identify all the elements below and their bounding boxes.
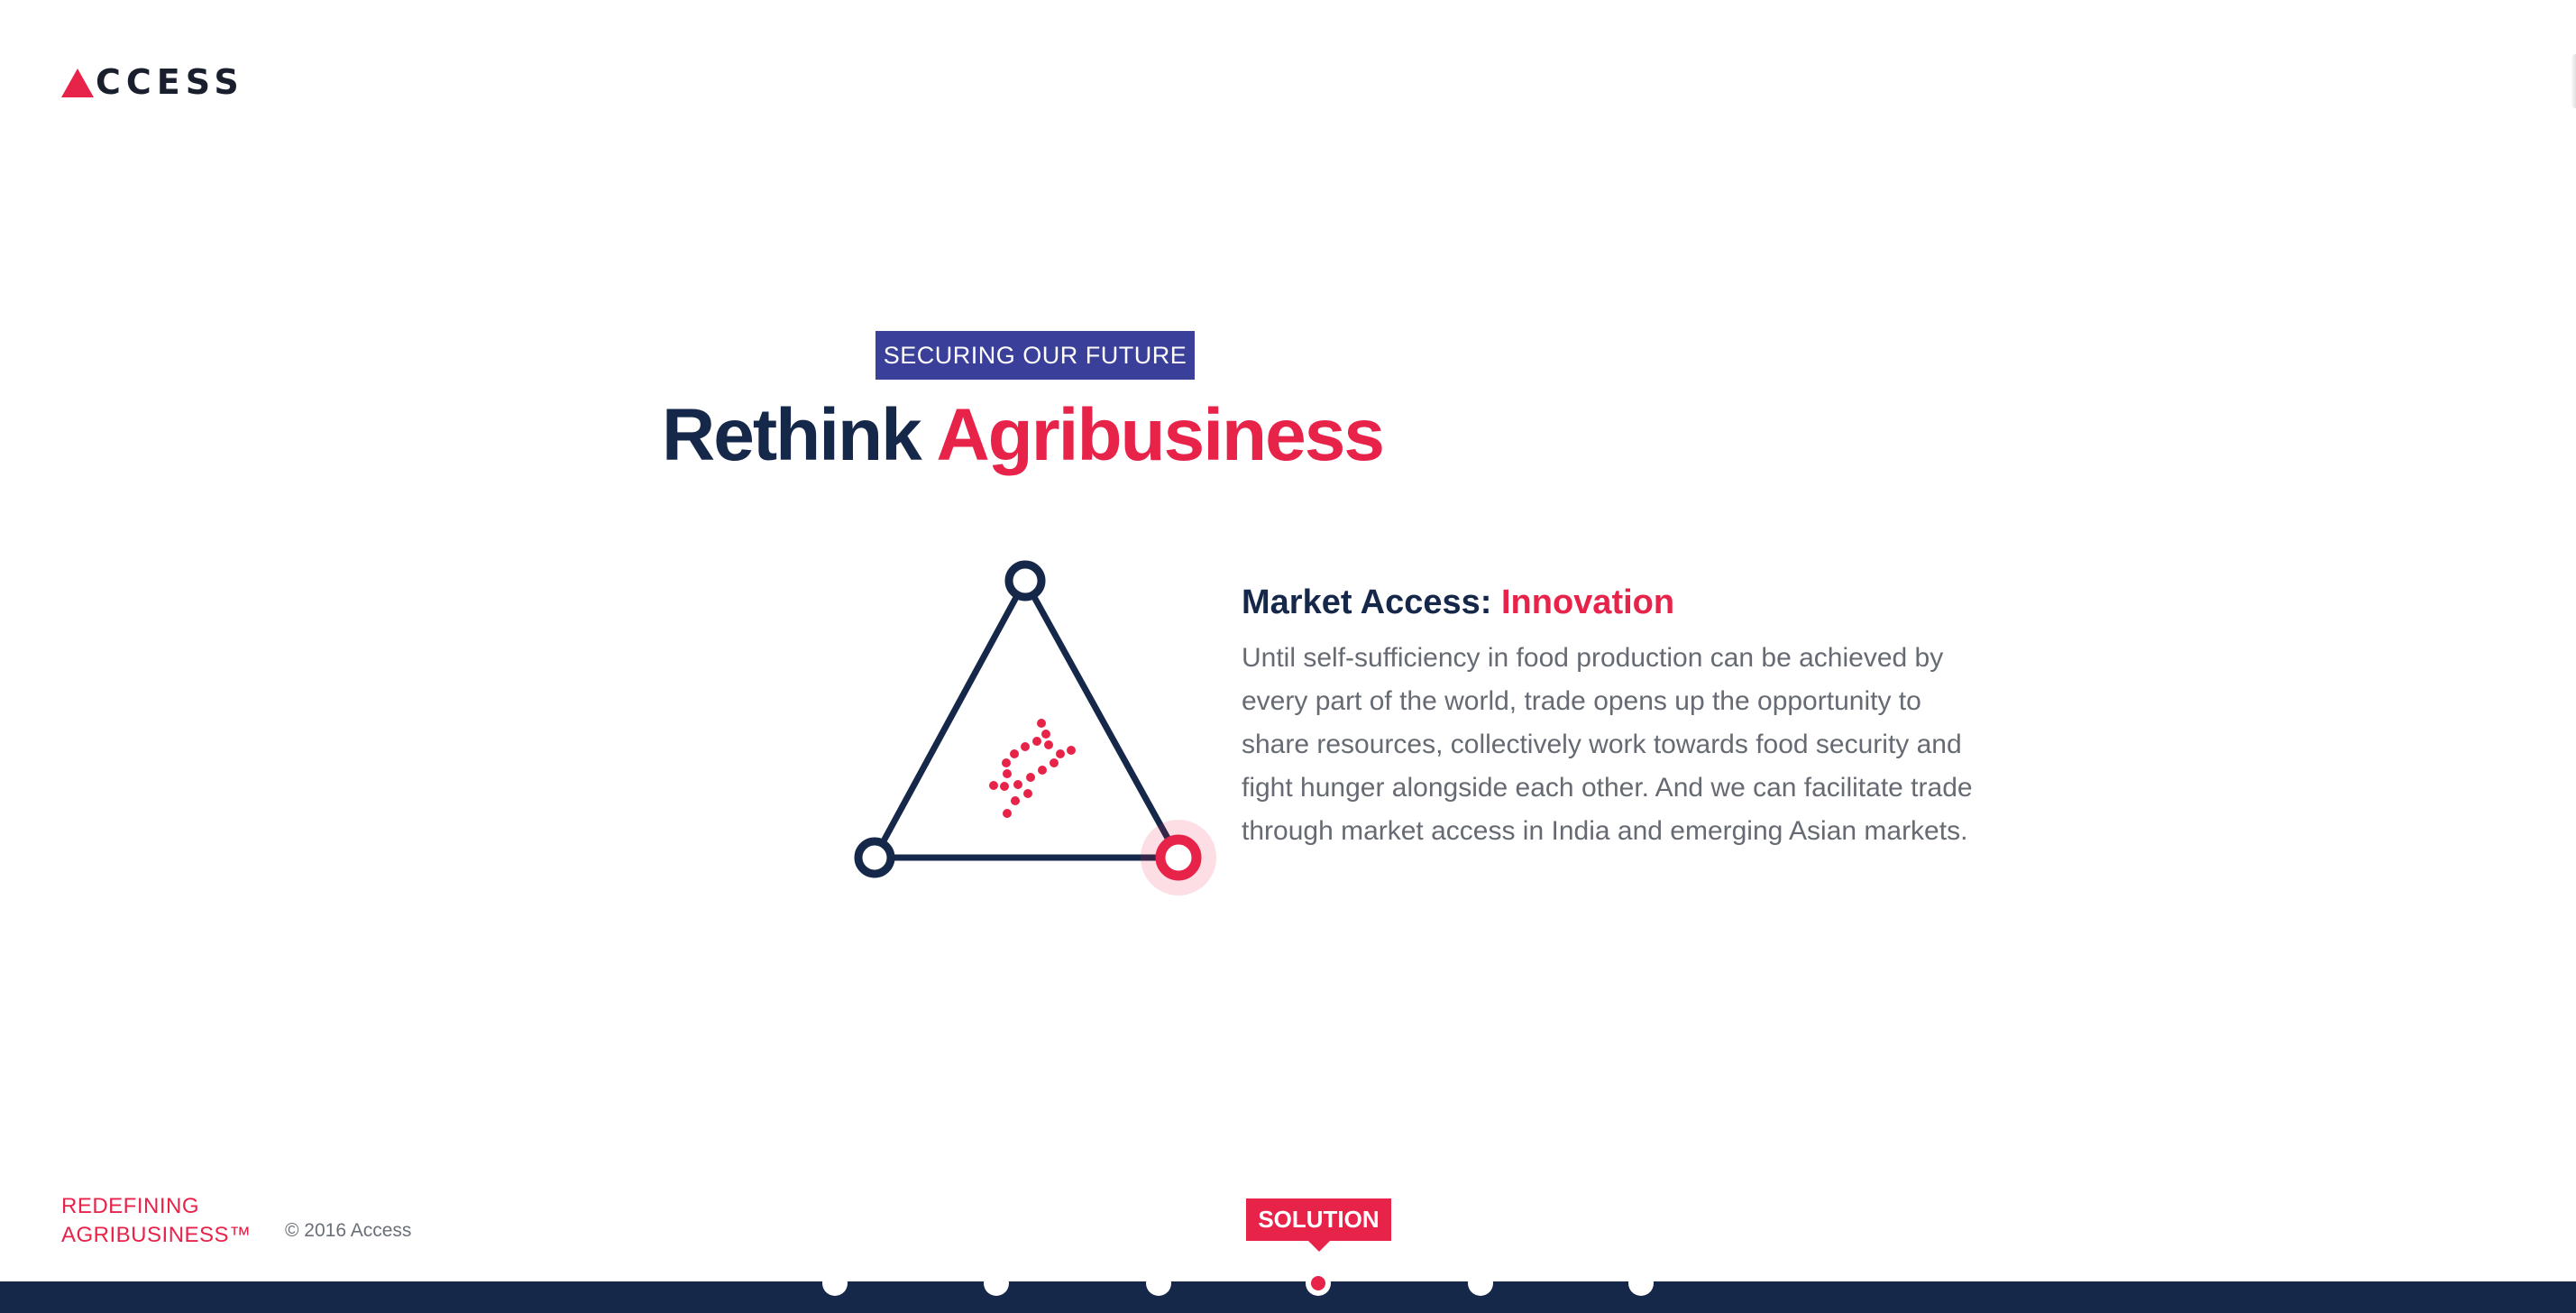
node-top[interactable]: [1004, 560, 1046, 601]
section-tag: SECURING OUR FUTURE: [875, 331, 1195, 380]
info-block: Market Access: Innovation Until self-suf…: [1242, 583, 2008, 853]
footer-tagline-line2: AGRIBUSINESS™: [61, 1223, 252, 1247]
bottom-nav-bar: [0, 1281, 2576, 1313]
access-logo[interactable]: CCESS: [61, 65, 244, 99]
logo-triangle-icon: [61, 69, 94, 97]
info-title-part2: Innovation: [1500, 583, 1675, 621]
page-headline: Rethink Agribusiness: [662, 399, 1385, 473]
info-body: Until self-sufficiency in food productio…: [1242, 642, 1973, 846]
headline-part2: Agribusiness: [936, 394, 1384, 476]
triangle-nodes-icon: [854, 560, 1216, 895]
dna-icon: [989, 719, 1076, 818]
nav-dot-3[interactable]: [1146, 1271, 1171, 1296]
nav-dot-1[interactable]: [822, 1271, 848, 1296]
info-title-part1: Market Access:: [1242, 583, 1492, 621]
headline-part1: Rethink: [662, 394, 922, 476]
info-title: Market Access: Innovation: [1242, 583, 2008, 624]
nav-dot-2[interactable]: [984, 1271, 1009, 1296]
side-menu-handle[interactable]: [2571, 54, 2576, 108]
footer-tagline-line1: REDEFINING: [61, 1194, 200, 1218]
node-left[interactable]: [854, 837, 895, 878]
node-right-active[interactable]: [1155, 834, 1202, 881]
logo-text: CCESS: [96, 62, 244, 102]
footer-tagline: REDEFINING AGRIBUSINESS™: [61, 1192, 252, 1250]
nav-dot-5[interactable]: [1468, 1271, 1493, 1296]
nav-dot-active[interactable]: [1306, 1271, 1331, 1296]
nav-dot-6[interactable]: [1628, 1271, 1654, 1296]
active-section-label[interactable]: SOLUTION: [1246, 1198, 1391, 1252]
copyright: © 2016 Access: [285, 1220, 412, 1241]
